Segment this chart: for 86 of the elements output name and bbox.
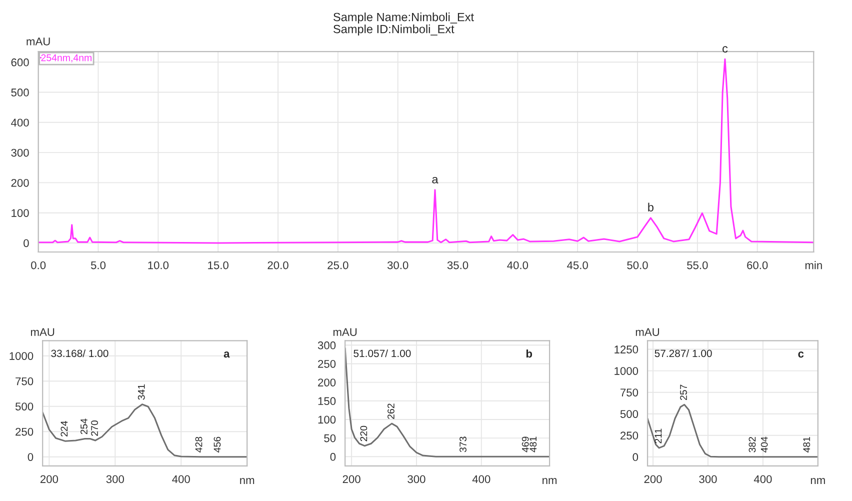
- annotation: c: [722, 46, 728, 53]
- y-tick-label: 500: [15, 402, 34, 410]
- annotation: 382: [748, 436, 756, 452]
- x-tick-label: 400: [172, 475, 190, 484]
- annotation: 404: [760, 436, 768, 452]
- x-tick-label: 400: [472, 475, 490, 484]
- annotation: c: [798, 352, 804, 358]
- x-tick-label: 300: [408, 475, 426, 484]
- annotation: b: [648, 202, 654, 212]
- x-tick-label: 30.0: [387, 261, 408, 270]
- y-tick-label: 1000: [614, 367, 638, 375]
- x-tick-label: 55.0: [687, 261, 708, 270]
- annotation: 57.287/ 1.00: [654, 349, 712, 358]
- annotation: a: [432, 176, 438, 184]
- y-tick-label: 1250: [614, 346, 638, 354]
- x-axis-title: nm: [810, 478, 825, 484]
- x-axis-title: nm: [542, 478, 557, 484]
- line-series: [42, 404, 248, 458]
- legend-label: 254nm,4nm: [41, 54, 92, 62]
- annotation: 224: [60, 420, 68, 436]
- y-tick-label: 250: [16, 428, 34, 436]
- annotation: 341: [138, 384, 145, 400]
- y-axis-title: mAU: [30, 328, 54, 336]
- y-tick-label: 1000: [10, 352, 34, 360]
- y-tick-label: 400: [11, 118, 29, 127]
- y-tick-label: 150: [318, 397, 336, 406]
- annotation: 481: [530, 436, 537, 452]
- y-tick-label: 500: [620, 410, 638, 418]
- annotation: 456: [214, 436, 221, 452]
- y-tick-label: 250: [620, 432, 638, 440]
- y-axis-title: mAU: [333, 328, 357, 336]
- x-tick-label: 25.0: [328, 261, 348, 270]
- chart-title: Sample Name:Nimboli_Ext: [334, 12, 474, 24]
- annotation: 33.168/ 1.00: [51, 349, 108, 358]
- y-axis-title: mAU: [636, 328, 660, 336]
- annotation: 469: [522, 436, 529, 452]
- annotation: 51.057/ 1.00: [354, 349, 411, 358]
- annotation: 211: [654, 428, 662, 444]
- y-tick-label: 0: [330, 452, 336, 461]
- x-tick-label: 10.0: [148, 261, 169, 270]
- y-tick-label: 300: [11, 148, 29, 157]
- y-tick-label: 600: [11, 58, 29, 66]
- y-tick-label: 500: [11, 88, 29, 96]
- annotation: 262: [388, 404, 394, 419]
- x-tick-label: 15.0: [208, 261, 228, 270]
- y-tick-label: 200: [318, 378, 336, 386]
- x-tick-label: 200: [342, 475, 360, 484]
- x-axis-title: nm: [240, 478, 254, 484]
- x-tick-label: 200: [644, 475, 662, 484]
- x-tick-label: 35.0: [447, 261, 468, 270]
- x-tick-label: 300: [106, 475, 124, 484]
- annotation: 220: [360, 426, 368, 442]
- x-tick-label: 200: [40, 475, 58, 484]
- y-tick-label: 50: [324, 434, 336, 442]
- x-tick-label: 5.0: [90, 261, 106, 270]
- y-tick-label: 750: [16, 377, 34, 386]
- y-tick-label: 100: [318, 416, 336, 424]
- annotation: 270: [91, 420, 98, 436]
- x-tick-label: 60.0: [747, 261, 768, 270]
- y-tick-label: 0: [28, 453, 34, 461]
- annotation: 373: [460, 436, 466, 452]
- y-tick-label: 300: [318, 341, 336, 350]
- y-tick-label: 200: [11, 178, 29, 187]
- x-tick-label: 0.0: [31, 261, 46, 270]
- x-axis-title: min: [805, 261, 822, 270]
- annotation: 257: [680, 384, 687, 400]
- annotation: a: [224, 352, 230, 358]
- x-tick-label: 50.0: [627, 261, 648, 270]
- y-tick-label: 250: [318, 360, 336, 368]
- y-tick-label: 0: [24, 239, 29, 248]
- y-axis-title: mAU: [26, 38, 50, 46]
- annotation: b: [526, 349, 532, 358]
- y-tick-label: 0: [632, 453, 638, 462]
- line-series: [648, 404, 818, 458]
- chart-subtitle: Sample ID:Nimboli_Ext: [334, 24, 454, 36]
- y-tick-label: 750: [620, 388, 638, 396]
- x-tick-label: 300: [699, 475, 717, 484]
- annotation: 481: [803, 436, 810, 452]
- y-tick-label: 100: [12, 209, 29, 217]
- line-series: [345, 347, 550, 458]
- annotation: 254: [80, 418, 88, 434]
- x-tick-label: 40.0: [507, 261, 528, 270]
- x-tick-label: 400: [754, 475, 772, 484]
- x-tick-label: 20.0: [268, 261, 288, 270]
- annotation: 428: [195, 436, 202, 452]
- x-tick-label: 45.0: [567, 261, 588, 270]
